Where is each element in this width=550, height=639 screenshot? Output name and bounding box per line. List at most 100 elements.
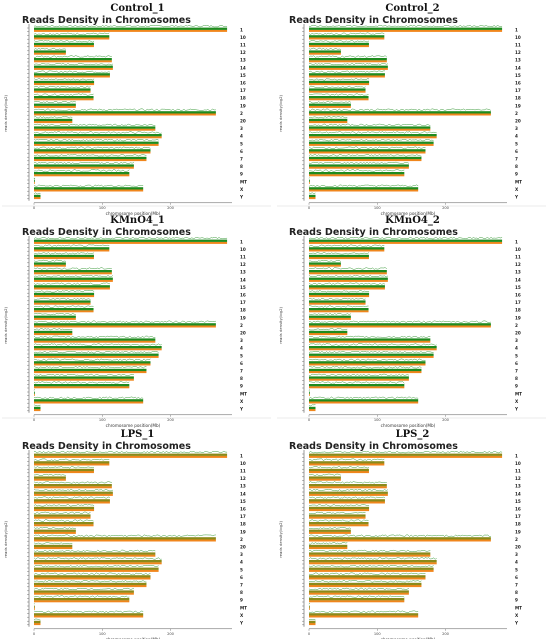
chromosome-density-bar xyxy=(34,620,41,624)
density-profile xyxy=(308,504,370,507)
chromosome-label: 9 xyxy=(515,384,518,389)
x-tick-label: 100 xyxy=(374,206,382,210)
chromosome-density-bar xyxy=(34,136,162,139)
density-profile xyxy=(308,580,422,583)
chromosome-density-bar xyxy=(34,406,41,410)
chromosome-density-bar xyxy=(34,338,156,341)
chromosome-density-bar xyxy=(309,620,316,624)
density-profile xyxy=(308,450,503,454)
density-profile xyxy=(33,274,114,278)
chromosome-density-bar xyxy=(309,384,405,387)
chromosome-density-bar xyxy=(309,317,351,320)
density-profile xyxy=(33,450,228,454)
chromosome-density-bar xyxy=(34,391,35,394)
chromosome-label: X xyxy=(515,399,519,404)
chromosome-label: 4 xyxy=(240,560,243,565)
density-profile xyxy=(308,343,437,346)
x-tick-label: 200 xyxy=(442,632,450,636)
chromosome-density-bar xyxy=(34,544,73,548)
density-profile xyxy=(308,335,431,339)
chromosome-label: X xyxy=(515,613,519,618)
chromosome-density-bar xyxy=(309,547,348,550)
chromosome-label: 11 xyxy=(515,43,521,48)
density-profile xyxy=(308,603,310,605)
chromosome-label: 6 xyxy=(515,149,518,154)
chromosome-density-bar xyxy=(309,45,369,48)
chromosome-density-bar xyxy=(309,60,387,63)
chart-title: Reads Density in Chromosomes xyxy=(22,441,191,452)
density-profile xyxy=(308,282,385,285)
chromosome-label: MT xyxy=(240,179,247,184)
chromosome-density-bar xyxy=(309,607,310,610)
density-profile xyxy=(33,618,41,621)
chromosome-density-bar xyxy=(309,113,491,116)
chromosome-density-bar xyxy=(309,179,310,182)
density-profile xyxy=(33,78,95,81)
chromosome-label: 10 xyxy=(240,35,246,40)
chromosome-label: 13 xyxy=(515,58,521,63)
y-axis-title: reads density(log2) xyxy=(3,520,8,557)
chromosome-label: MT xyxy=(515,391,522,396)
chromosome-density-bar xyxy=(309,241,503,244)
chromosome-density-bar xyxy=(309,330,348,334)
chromosome-label: 20 xyxy=(240,119,246,124)
chromosome-label: 10 xyxy=(240,461,246,466)
density-profile xyxy=(308,488,388,492)
density-plot: reads density(log2) 1 10 11 12 13 14 15 16 17 18 19… xyxy=(3,450,247,639)
chromosome-label: 13 xyxy=(240,58,246,63)
chromosome-density-bar xyxy=(34,346,162,349)
density-profile xyxy=(308,312,351,316)
density-profile xyxy=(33,85,91,89)
chromosome-density-bar xyxy=(34,90,91,93)
density-profile xyxy=(33,184,144,187)
chromosome-label: 8 xyxy=(240,590,243,595)
chromosome-density-bar xyxy=(34,310,94,313)
chromosome-density-bar xyxy=(309,42,369,46)
chromosome-density-bar xyxy=(34,88,91,91)
density-profile xyxy=(308,108,492,111)
chromosome-density-bar xyxy=(34,386,130,389)
chromosome-label: 4 xyxy=(515,560,518,565)
chromosome-label: 9 xyxy=(240,598,243,603)
chromosome-density-bar xyxy=(34,143,159,146)
chromosome-label: 2 xyxy=(515,111,518,116)
density-plot: reads density(log2) 1 10 11 12 13 14 15 16 17 18 19… xyxy=(278,450,522,639)
chromosome-density-bar xyxy=(309,174,405,177)
chromosome-label: 9 xyxy=(240,384,243,389)
chromosome-density-bar xyxy=(34,605,35,608)
density-profile xyxy=(33,63,113,66)
chromosome-density-bar xyxy=(309,391,310,394)
density-profile xyxy=(308,549,431,552)
density-profile xyxy=(33,320,216,323)
chromosome-density-bar xyxy=(309,277,388,280)
chromosome-label: 13 xyxy=(515,484,521,489)
chromosome-label: 7 xyxy=(240,369,243,374)
chromosome-density-bar xyxy=(309,164,409,167)
chromosome-density-bar xyxy=(309,590,409,593)
density-profile xyxy=(33,177,36,180)
density-profile xyxy=(33,527,76,530)
chromosome-density-bar xyxy=(309,67,388,70)
chromosome-density-bar xyxy=(34,399,144,402)
chromosome-density-bar xyxy=(309,499,385,502)
chromosome-density-bar xyxy=(34,42,94,46)
density-profile xyxy=(33,244,110,247)
density-profile xyxy=(33,116,73,119)
chromosome-density-bar xyxy=(309,323,491,326)
chromosome-density-bar xyxy=(34,315,76,318)
chromosome-label: 10 xyxy=(515,35,521,40)
chromosome-density-bar xyxy=(34,384,130,387)
chromosome-label: 4 xyxy=(515,134,518,139)
chromosome-density-bar xyxy=(309,463,385,466)
density-profile xyxy=(33,595,130,598)
chromosome-density-bar xyxy=(309,378,409,381)
chromosome-label: 5 xyxy=(515,567,518,572)
density-profile xyxy=(309,259,342,263)
chromosome-density-bar xyxy=(309,615,419,618)
chromosome-density-bar xyxy=(34,607,35,610)
density-profile xyxy=(33,335,156,339)
chromosome-density-bar xyxy=(309,249,385,252)
chromosome-density-bar xyxy=(34,239,228,242)
density-profile xyxy=(33,466,94,469)
chromosome-density-bar xyxy=(34,592,134,595)
